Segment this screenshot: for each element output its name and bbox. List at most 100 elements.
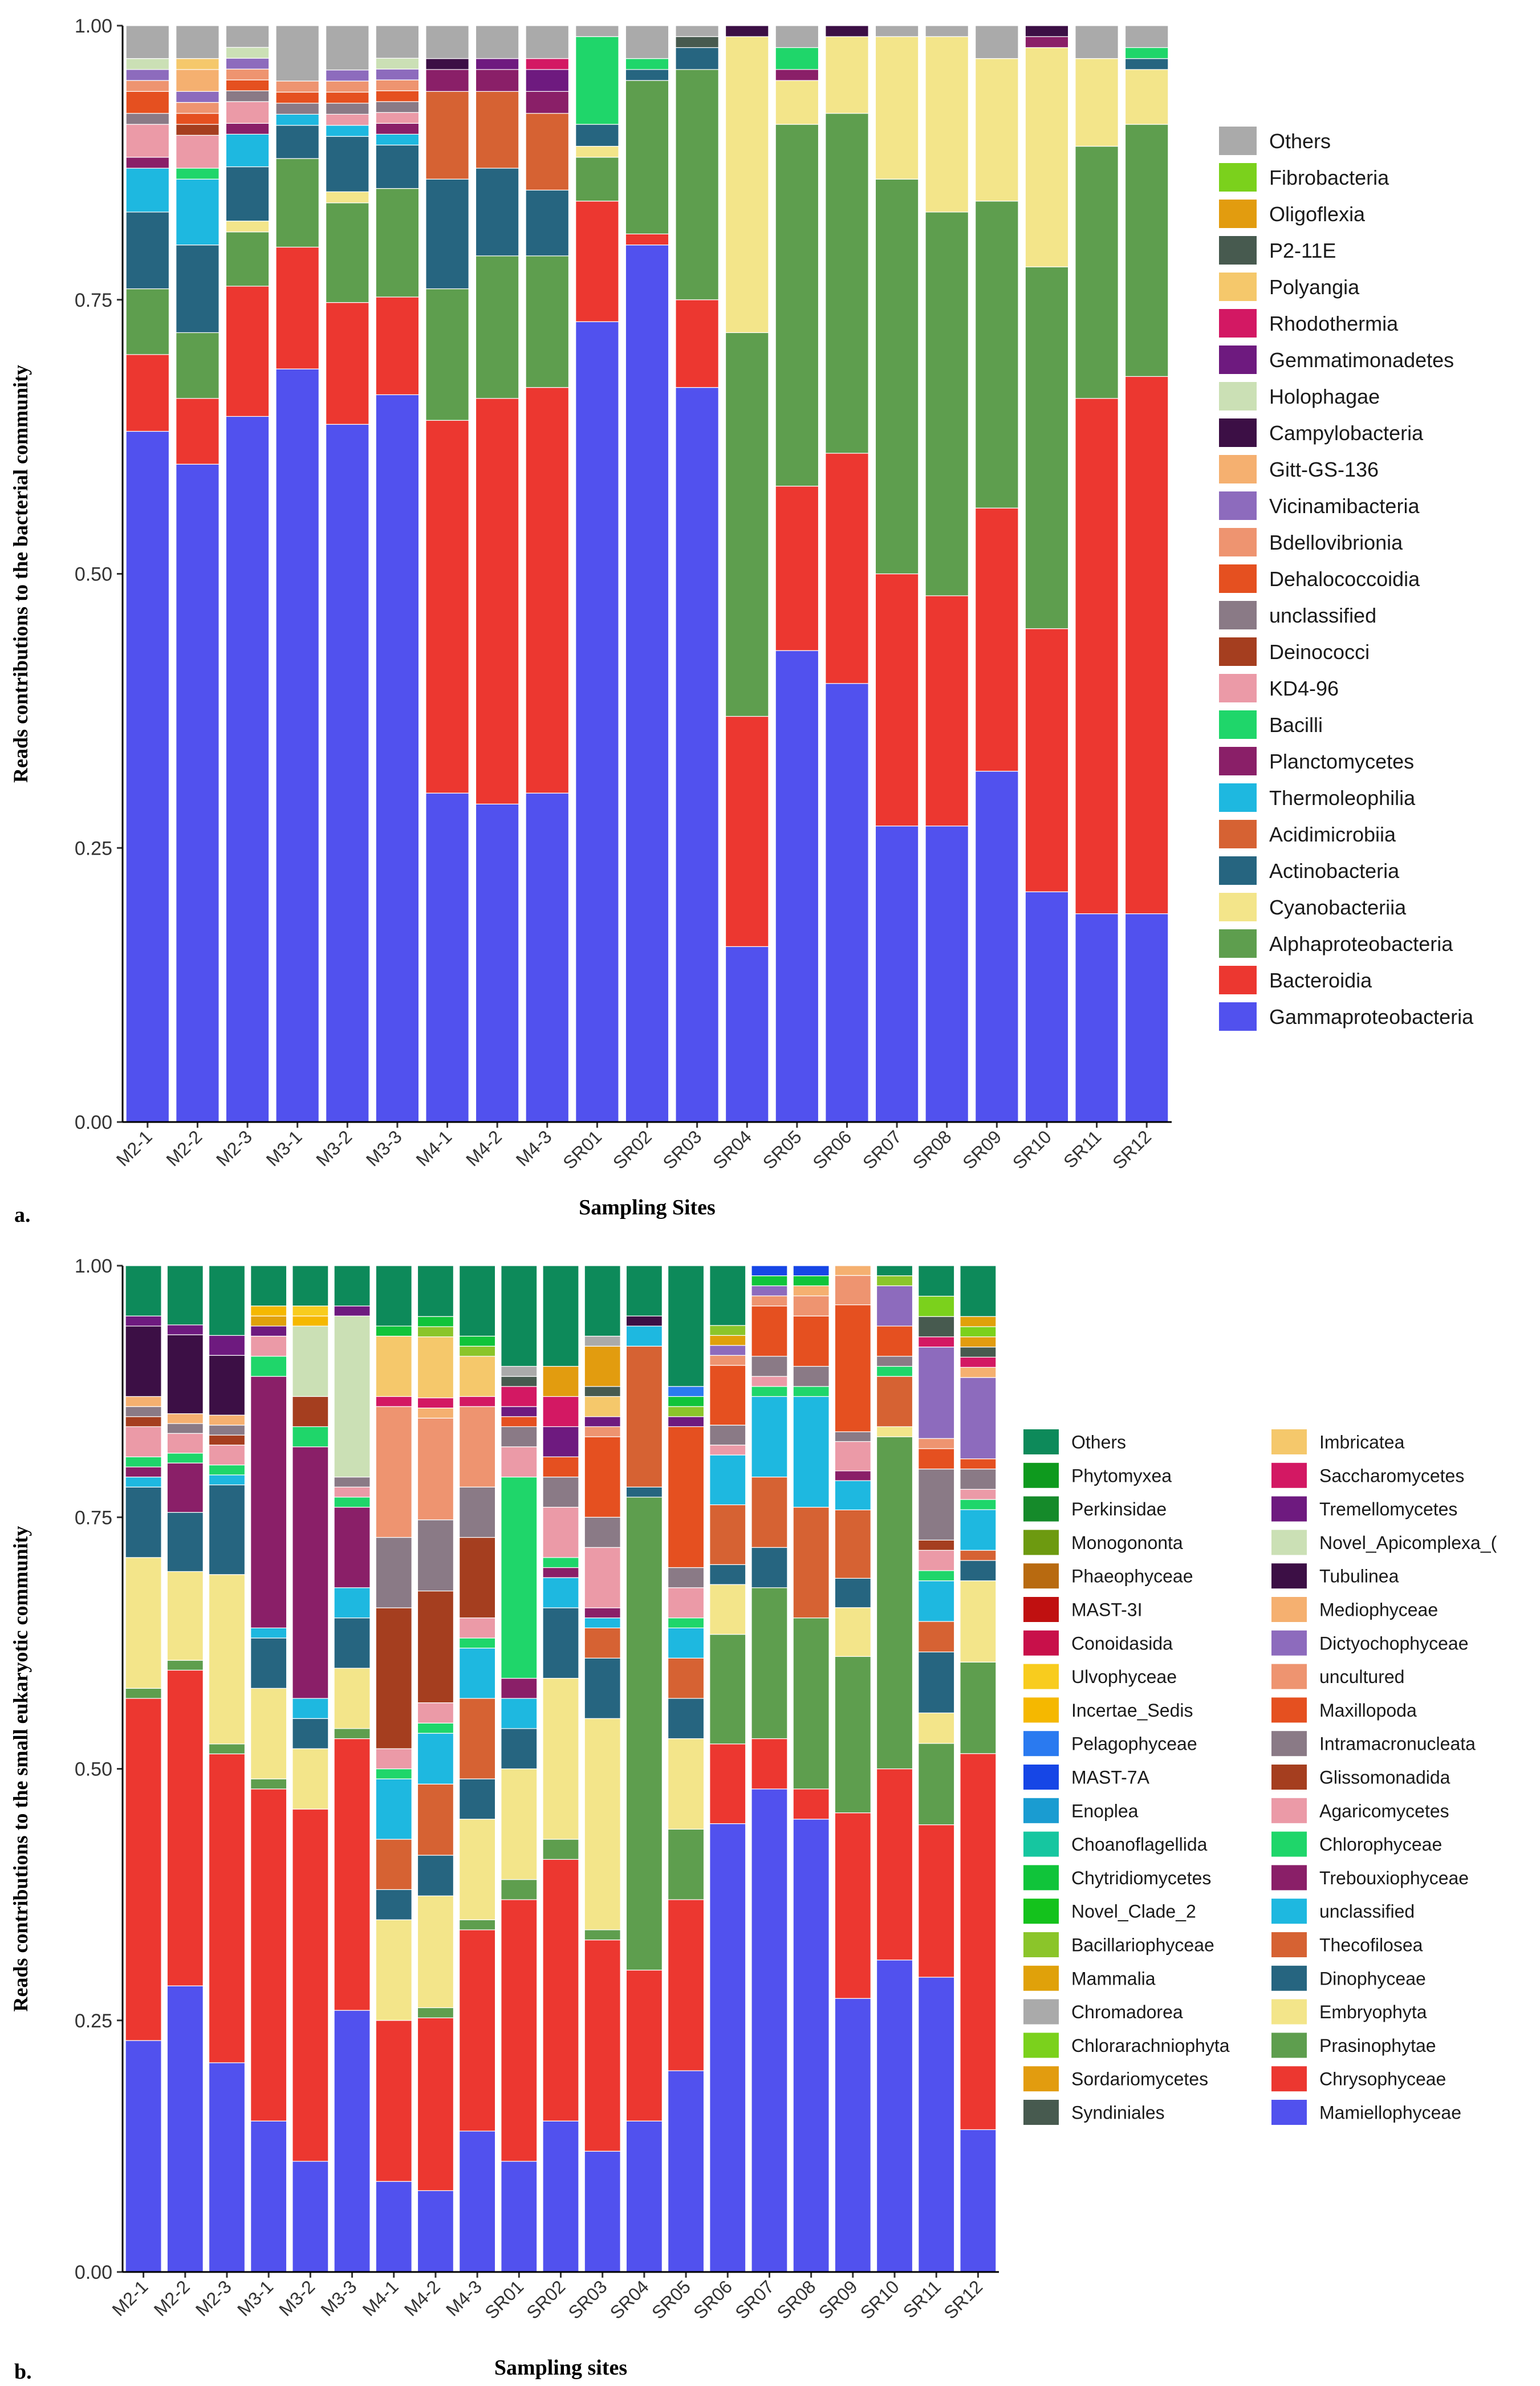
- 1-segment-prasinophytae: [166, 1660, 204, 1671]
- 0-segment-cyanobacteriia: [975, 58, 1019, 202]
- 1-legend-item-syndiniales: Syndiniales: [1023, 2100, 1165, 2125]
- 0-segment-cyanobacteriia: [225, 221, 270, 233]
- 0-segment-alphaproteobacteria: [825, 113, 869, 454]
- 1-legend-swatch: [1023, 1429, 1059, 1454]
- 0-segment-others: [525, 25, 570, 59]
- 1-segment-mamiellophyceae: [751, 1789, 788, 2273]
- 0-segment-bacteroidia: [725, 716, 769, 947]
- 1-legend-label: Chlorophyceae: [1319, 1834, 1442, 1855]
- 1-legend-item-phytomyxea: Phytomyxea: [1023, 1462, 1172, 1488]
- 1-legend-item-chlorophyceae: Chlorophyceae: [1271, 1831, 1442, 1857]
- 1-segment-chlorarachniophyta: [918, 1295, 955, 1317]
- 1-legend-swatch: [1271, 1999, 1307, 2025]
- 0-segment-alphaproteobacteria: [975, 201, 1019, 509]
- 1-segment-syndiniales: [501, 1376, 538, 1387]
- 1-segment-others: [250, 1265, 287, 1307]
- 0-segment-others: [375, 25, 420, 59]
- 0-segment-dehalococcoidia: [225, 79, 270, 91]
- 0-segment-others: [176, 25, 220, 59]
- 0-segment-bacteroidia: [775, 486, 819, 651]
- 1-segment-agaricomycetes: [501, 1446, 538, 1478]
- 0-legend-label: unclassified: [1269, 604, 1376, 627]
- 1-segment-unclassified: [709, 1454, 746, 1506]
- 1-legend-swatch: [1023, 1496, 1059, 1522]
- 0-segment-acidimicrobiia: [525, 113, 570, 191]
- 1-legend-item-chrysophyceae: Chrysophyceae: [1271, 2066, 1446, 2092]
- 0-segment-bacteroidia: [1025, 628, 1069, 892]
- 0-segment-polyangia: [176, 58, 220, 70]
- 1-legend-item-tremellomycetes: Tremellomycetes: [1271, 1496, 1457, 1522]
- 0-legend-label: Gitt-GS-136: [1269, 458, 1379, 481]
- 1-legend-swatch: [1271, 1462, 1307, 1488]
- 0-segment-bdellovibrionia: [225, 68, 270, 80]
- 1-segment-uncultured: [834, 1275, 871, 1306]
- 1-legend-label: Chytridiomycetes: [1071, 1868, 1211, 1888]
- 1-segment-agaricomycetes: [166, 1433, 204, 1454]
- 1-segment-trebouxiophyceae: [584, 1607, 621, 1619]
- 1-segment-dictyochophyceae: [709, 1345, 746, 1356]
- 1-segment-syndiniales: [960, 1347, 997, 1358]
- 1-segment-thecofilosea: [751, 1477, 788, 1548]
- 1-bar-m2-1: [125, 1265, 162, 2273]
- 1-segment-mamiellophyceae: [417, 2190, 454, 2273]
- 1-segment-prasinophytae: [584, 1929, 621, 1941]
- 1-segment-unclassified: [584, 1617, 621, 1628]
- 1-segment-chrysophyceae: [584, 1939, 621, 2152]
- 1-segment-chlorophyceae: [459, 1637, 496, 1649]
- 0-legend-item-deinococci: Deinococci: [1219, 637, 1370, 666]
- 1-segment-maxillopoda: [709, 1365, 746, 1426]
- 0-segment-vicinamibacteria: [225, 58, 270, 70]
- 0-segment-others: [875, 25, 919, 37]
- 1-legend-label: Mammalia: [1071, 1968, 1156, 1989]
- 1-segment-unclassified: [918, 1580, 955, 1622]
- 1-segment-others: [542, 1265, 579, 1367]
- 1-legend-label: Tubulinea: [1319, 1566, 1399, 1587]
- 1-legend-label: Pelagophyceae: [1071, 1734, 1197, 1754]
- 0-segment-gammaproteobacteria: [1025, 891, 1069, 1123]
- 1-segment-sordariomycetes: [542, 1365, 579, 1397]
- 0-segment-gammaproteobacteria: [675, 387, 719, 1123]
- 1-segment-mediophyceae: [208, 1414, 246, 1426]
- 0-legend-item-bdellovibrionia: Bdellovibrionia: [1219, 528, 1403, 556]
- 1-segment-unclassified: [542, 1577, 579, 1608]
- 0-legend-item-others: Others: [1219, 127, 1331, 155]
- 0-segment-cyanobacteriia: [1124, 69, 1169, 125]
- 0-segment-planctomycetes: [225, 123, 270, 135]
- 1-legend-label: Mamiellophyceae: [1319, 2103, 1461, 2123]
- 1-segment-uncultured: [584, 1426, 621, 1437]
- 1-segment-intramacronucleata: [960, 1468, 997, 1490]
- 0-segment-bacteroidia: [275, 246, 319, 369]
- 1-segment-mamiellophyceae: [918, 1977, 955, 2273]
- 1-segment-chytridiomycetes: [417, 1316, 454, 1327]
- 0-segment-alphaproteobacteria: [875, 178, 919, 575]
- 0-segment-unclassified: [225, 90, 270, 102]
- 0-legend-swatch: [1219, 710, 1257, 739]
- 0-segment-bacteroidia: [1075, 398, 1119, 914]
- 0-segment-holophagae: [125, 58, 170, 70]
- 0-segment-bdellovibrionia: [375, 79, 420, 91]
- 1-segment-prasinophytae: [417, 2007, 454, 2018]
- 0-legend-item-vicinamibacteria: Vicinamibacteria: [1219, 491, 1420, 520]
- 0-segment-alphaproteobacteria: [625, 80, 669, 234]
- 1-bar-sr10: [876, 1265, 913, 2273]
- 1-ytick-label: 0.00: [75, 2262, 112, 2283]
- 0-legend-label: Acidimicrobiia: [1269, 823, 1396, 846]
- 1-segment-agaricomycetes: [542, 1507, 579, 1558]
- 0-legend-item-bacteroidia: Bacteroidia: [1219, 966, 1372, 994]
- 0-segment-gammaproteobacteria: [625, 245, 669, 1123]
- 0-bar-sr11: [1075, 25, 1119, 1123]
- 0-bar-sr08: [925, 25, 969, 1123]
- 0-segment-others: [1075, 25, 1119, 59]
- 1-legend-swatch: [1271, 1798, 1307, 1823]
- 0-legend-swatch: [1219, 856, 1257, 885]
- 0-segment-alphaproteobacteria: [775, 124, 819, 487]
- 1-segment-chrysophyceae: [417, 2017, 454, 2191]
- 0-bar-m4-3: [525, 25, 570, 1123]
- 0-bar-sr10: [1025, 25, 1069, 1123]
- 1-segment-others: [625, 1265, 663, 1316]
- 1-segment-incertae-sedis: [250, 1306, 287, 1316]
- 1-segment-others: [709, 1265, 746, 1326]
- 0-legend-label: Bacilli: [1269, 713, 1323, 737]
- 0-legend-item-actinobacteria: Actinobacteria: [1219, 856, 1400, 885]
- 1-legend-item-bacillariophyceae: Bacillariophyceae: [1023, 1932, 1214, 1957]
